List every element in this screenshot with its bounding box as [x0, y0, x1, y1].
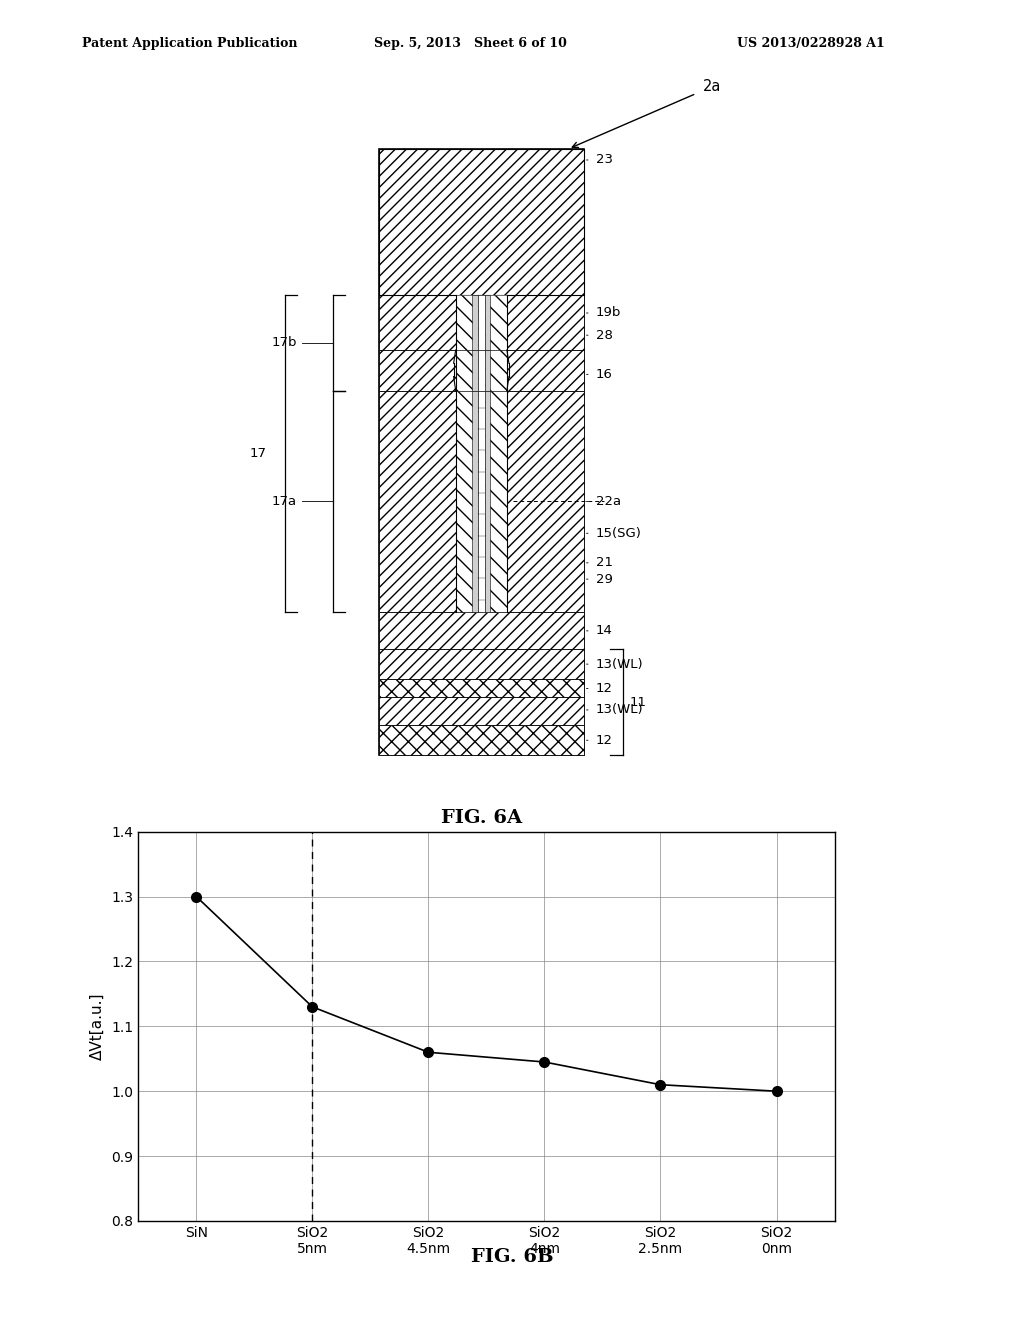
Bar — [485, 294, 490, 350]
Bar — [456, 391, 507, 612]
Bar — [456, 350, 507, 391]
Text: 12: 12 — [596, 682, 613, 696]
Bar — [379, 726, 584, 755]
Bar — [456, 350, 507, 391]
Bar — [379, 391, 584, 612]
Bar — [379, 612, 584, 649]
Text: 28: 28 — [596, 329, 612, 342]
Bar — [456, 294, 507, 350]
Bar — [485, 391, 490, 612]
Text: 17: 17 — [249, 447, 266, 459]
Text: 19b: 19b — [596, 306, 622, 319]
Bar — [379, 350, 584, 391]
Bar — [485, 350, 490, 391]
Text: 22a: 22a — [596, 495, 622, 508]
Text: 13(WL): 13(WL) — [596, 657, 644, 671]
Text: FIG. 6B: FIG. 6B — [471, 1247, 553, 1266]
Text: 29: 29 — [596, 573, 612, 586]
Text: 16: 16 — [596, 368, 612, 381]
Bar — [477, 391, 485, 612]
Text: 21: 21 — [596, 556, 613, 569]
Text: FIG. 6A: FIG. 6A — [440, 809, 522, 826]
Bar — [472, 391, 477, 612]
Text: US 2013/0228928 A1: US 2013/0228928 A1 — [737, 37, 885, 50]
Text: 23: 23 — [596, 153, 613, 166]
Bar — [379, 697, 584, 726]
Text: Patent Application Publication: Patent Application Publication — [82, 37, 297, 50]
Text: 15(SG): 15(SG) — [596, 527, 642, 540]
Bar — [379, 678, 584, 697]
Text: 13(WL): 13(WL) — [596, 704, 644, 717]
Bar — [379, 149, 584, 294]
Bar — [379, 294, 584, 350]
Bar — [379, 149, 584, 755]
Text: 17a: 17a — [271, 495, 297, 508]
Bar — [477, 294, 485, 350]
Bar — [472, 350, 477, 391]
Text: 17b: 17b — [271, 337, 297, 348]
Bar — [379, 649, 584, 678]
Bar — [472, 294, 477, 350]
Bar — [456, 294, 507, 350]
Text: 2a: 2a — [702, 79, 721, 94]
Y-axis label: ΔVt[a.u.]: ΔVt[a.u.] — [89, 993, 104, 1060]
Text: Sep. 5, 2013   Sheet 6 of 10: Sep. 5, 2013 Sheet 6 of 10 — [374, 37, 566, 50]
Text: 11: 11 — [630, 696, 647, 709]
Text: 12: 12 — [596, 734, 613, 747]
Text: 14: 14 — [596, 624, 612, 638]
Bar — [477, 350, 485, 391]
Bar — [456, 391, 507, 612]
